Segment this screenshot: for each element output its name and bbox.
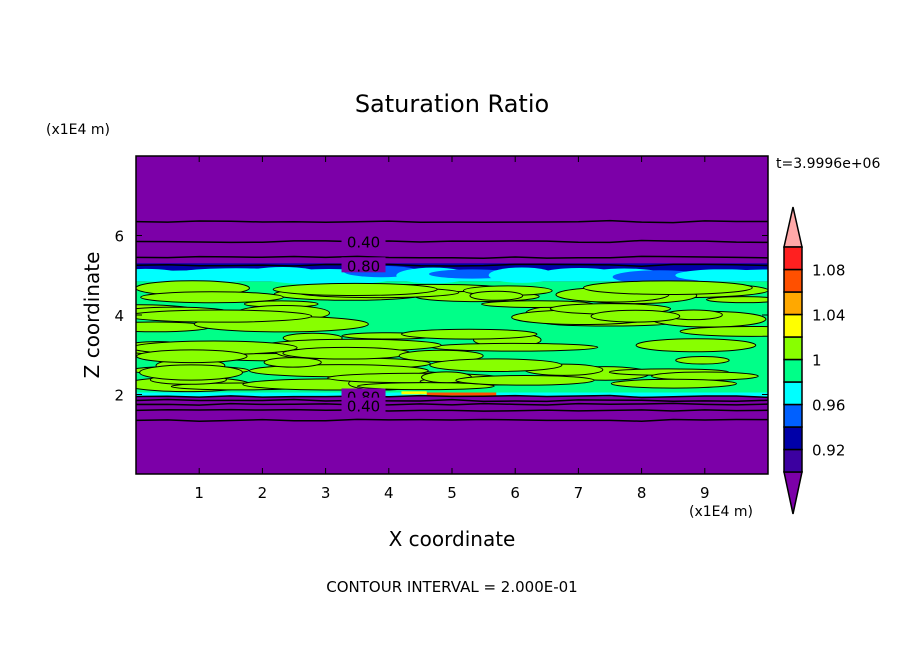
supersaturation-streak (282, 346, 412, 360)
supersaturation-streak (140, 291, 284, 304)
supersaturation-streak (583, 280, 753, 295)
contour-line (136, 408, 768, 412)
colorbar-swatch (783, 358, 803, 383)
colorbar-below-triangle (783, 471, 803, 515)
contour-line (136, 255, 768, 260)
contour-line (136, 398, 768, 403)
contour-label: 0.80 (347, 257, 380, 275)
supersaturation-streak (136, 349, 248, 364)
supersaturation-streak (139, 364, 243, 381)
supersaturation-streak (429, 358, 563, 372)
x-tick-label: 1 (194, 484, 204, 502)
colorbar-swatch (783, 291, 803, 316)
supersaturation-streak (455, 374, 595, 386)
colorbar-tick-label: 0.92 (812, 442, 845, 460)
plot-content: 0.400.800.800.40 (136, 156, 768, 474)
supersaturation-streak (469, 290, 524, 301)
band-region (136, 263, 768, 274)
contour-label-bg (341, 397, 386, 413)
supersaturation-streak (263, 357, 322, 368)
y-tick-label: 2 (114, 387, 124, 405)
time-label: t=3.9996e+06 (776, 156, 880, 172)
colorbar-swatch (783, 448, 803, 473)
colorbar: 0.92 0.96 1 1.04 1.08 (783, 206, 845, 515)
supersaturation-streak (635, 338, 757, 353)
contour-line (136, 402, 768, 406)
y-axis-label: Z coordinate (80, 252, 104, 379)
contour-label-bg (341, 233, 386, 249)
contour-line (136, 394, 768, 399)
x-tick-label: 2 (258, 484, 268, 502)
contour-line (136, 263, 768, 268)
contour-line (136, 219, 768, 224)
colorbar-swatch (783, 246, 803, 271)
supersaturation-streak (675, 355, 730, 365)
plot-area: 0.400.800.800.40 (135, 155, 769, 475)
x-axis-label: X coordinate (389, 527, 516, 551)
colorbar-swatch (783, 403, 803, 428)
moist-patch (720, 269, 768, 280)
y-tick-label: 6 (114, 228, 124, 246)
contour-label-bg (341, 257, 386, 273)
x-tick-label: 6 (510, 484, 520, 502)
colorbar-tick-label: 1.08 (812, 262, 845, 280)
contour-interval-label: CONTOUR INTERVAL = 2.000E-01 (326, 578, 577, 596)
contour-line (136, 418, 768, 422)
colorbar-swatch (783, 268, 803, 293)
contour-line (136, 239, 768, 244)
contour-label: 0.40 (347, 398, 380, 416)
colorbar-tick-label: 1.04 (812, 307, 845, 325)
colorbar-swatch (783, 426, 803, 451)
hot-patch (426, 392, 497, 396)
x-tick-label: 4 (384, 484, 394, 502)
supersaturation-streak (590, 309, 681, 323)
colorbar-swatch (783, 381, 803, 406)
x-tick-label: 5 (447, 484, 457, 502)
colorbar-tick-label: 1 (812, 352, 822, 370)
colorbar-tick-label: 0.96 (812, 397, 845, 415)
x-tick-label: 7 (574, 484, 584, 502)
y-unit-label: (x1E4 m) (46, 122, 110, 138)
x-tick-label: 3 (321, 484, 331, 502)
contour-label: 0.40 (347, 233, 380, 251)
x-tick-label: 9 (700, 484, 710, 502)
x-unit-label: (x1E4 m) (689, 504, 753, 520)
colorbar-above-triangle (783, 206, 803, 248)
supersaturation-streak (272, 282, 438, 296)
supersaturation-streak (431, 342, 599, 352)
supersaturation-streak (136, 309, 313, 323)
supersaturation-streak (679, 325, 768, 337)
axis-ticks: 1 2 3 4 5 6 7 8 9 2 4 6 (114, 156, 768, 502)
supersaturation-streak (356, 382, 495, 391)
colorbar-swatch (783, 313, 803, 338)
supersaturation-streak (706, 296, 768, 304)
chart-title: Saturation Ratio (355, 90, 549, 118)
moist-patch (488, 267, 556, 283)
supersaturation-streak (401, 328, 538, 340)
x-tick-label: 8 (637, 484, 647, 502)
colorbar-swatch (783, 336, 803, 361)
hot-patch (401, 391, 427, 395)
y-tick-label: 4 (114, 307, 124, 325)
supersaturation-streak (610, 378, 737, 389)
